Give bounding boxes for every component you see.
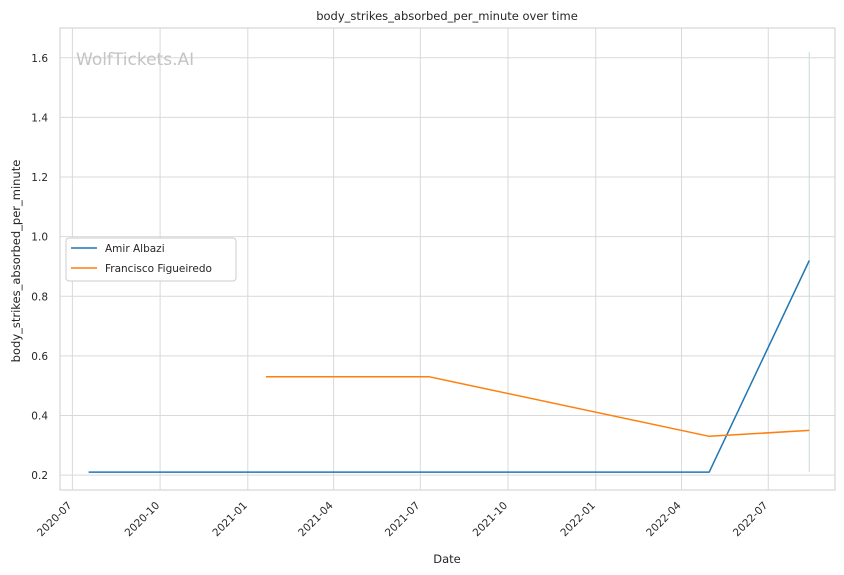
- series-line-amir-albazi: [88, 260, 810, 473]
- legend-frame: [65, 237, 237, 282]
- x-tick-label: 2021-10: [471, 500, 511, 540]
- series-line-francisco-figueiredo: [265, 375, 810, 438]
- y-tick-label: 0.8: [31, 291, 48, 303]
- y-tick-label: 1.0: [31, 232, 48, 244]
- y-tick-label: 1.2: [31, 172, 48, 184]
- x-tick-label: 2022-01: [558, 500, 598, 540]
- y-tick-label: 0.6: [31, 351, 48, 363]
- chart-title: body_strikes_absorbed_per_minute over ti…: [316, 9, 578, 23]
- x-tick-label: 2021-07: [383, 500, 423, 540]
- series-lines: [88, 260, 810, 473]
- x-tick-label: 2020-07: [35, 500, 75, 540]
- y-tick-label: 0.4: [31, 410, 48, 422]
- y-tick-label: 1.4: [31, 112, 48, 124]
- x-tick-label: 2020-10: [123, 500, 163, 540]
- legend-label-amir-albazi: Amir Albazi: [105, 243, 165, 255]
- x-tick-label: 2021-01: [210, 500, 250, 540]
- legend: Amir Albazi Francisco Figueiredo: [65, 237, 237, 282]
- legend-label-francisco-figueiredo: Francisco Figueiredo: [105, 263, 212, 275]
- x-tick-label: 2022-04: [644, 499, 684, 539]
- y-tick-label: 1.6: [31, 53, 48, 65]
- watermark: WolfTickets.AI: [76, 50, 194, 70]
- y-axis-label: body_strikes_absorbed_per_minute: [9, 160, 23, 363]
- x-axis-ticks: 2020-07 2020-10 2021-01 2021-04 2021-07 2021-…: [35, 499, 770, 539]
- grid-lines: [60, 28, 835, 490]
- x-axis-label: Date: [433, 552, 461, 566]
- y-tick-label: 0.2: [31, 470, 48, 482]
- x-tick-label: 2022-07: [731, 500, 771, 540]
- y-axis-ticks: 0.2 0.4 0.6 0.8 1.0 1.2 1.4 1.6: [31, 53, 48, 482]
- x-tick-label: 2021-04: [296, 499, 336, 539]
